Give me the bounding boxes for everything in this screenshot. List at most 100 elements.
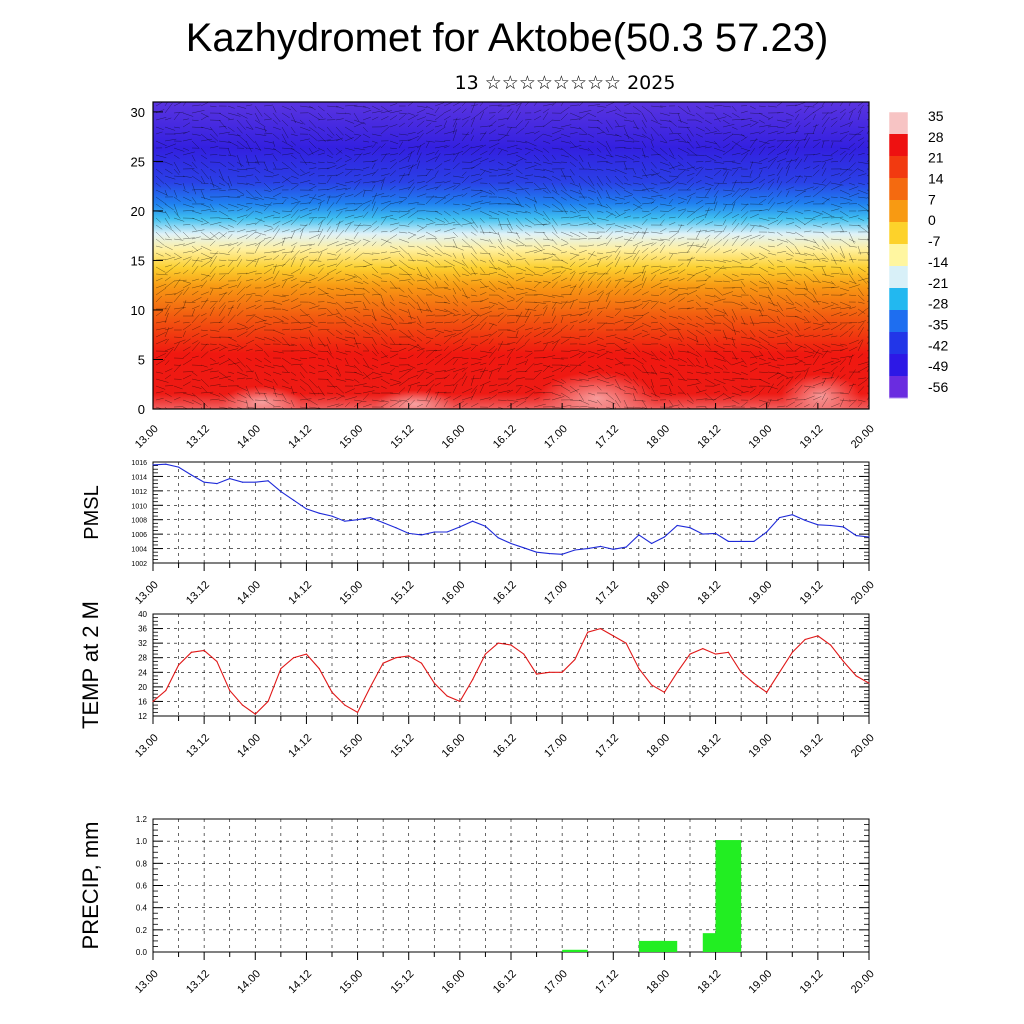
x-tick-label: 20.00 <box>849 579 877 607</box>
y-tick-label: 30 <box>131 105 145 120</box>
x-tick-label: 17.00 <box>542 732 570 760</box>
data-point <box>535 673 538 675</box>
data-point <box>625 546 627 548</box>
data-point <box>293 657 295 659</box>
colorbar-swatch <box>889 244 908 267</box>
colorbar-label: -49 <box>928 358 948 374</box>
x-tick-label: 16.12 <box>491 579 519 607</box>
page-subtitle: 13 ☆☆☆☆☆☆☆☆ 2025 <box>454 72 676 94</box>
x-tick-label: 13.00 <box>133 579 161 607</box>
data-point <box>280 668 282 670</box>
x-tick-label: 20.00 <box>849 423 877 451</box>
data-point <box>510 644 512 646</box>
data-point <box>663 691 666 693</box>
bar <box>638 940 665 952</box>
data-point <box>778 671 781 673</box>
data-point <box>267 700 269 703</box>
data-point <box>740 671 742 673</box>
y-tick-label: 10 <box>131 303 145 318</box>
data-point <box>305 653 308 655</box>
data-point <box>523 653 525 655</box>
data-point <box>241 704 244 706</box>
data-point <box>152 700 154 703</box>
colorbar-swatch <box>889 112 908 135</box>
data-point <box>382 522 384 524</box>
x-tick-label: 14.00 <box>235 579 263 607</box>
colorbar-swatch <box>889 376 908 399</box>
x-tick-label: 15.12 <box>389 423 417 451</box>
data-point <box>804 638 806 641</box>
y-tick-label: 40 <box>138 610 147 619</box>
colorbar-frame <box>888 111 909 399</box>
data-point <box>254 713 256 715</box>
x-tick-label: 17.12 <box>593 423 621 451</box>
x-tick-label: 19.00 <box>747 732 775 760</box>
x-tick-label: 19.12 <box>798 423 826 451</box>
data-point <box>855 534 857 537</box>
data-point <box>395 657 397 659</box>
data-point <box>791 651 793 653</box>
y-tick-label: 1006 <box>131 532 147 539</box>
x-tick-label: 14.00 <box>235 423 263 451</box>
warm-patch <box>537 372 657 409</box>
data-point <box>203 481 205 483</box>
y-tick-label: 1014 <box>131 474 147 481</box>
x-tick-label: 17.00 <box>542 968 570 996</box>
x-tick-label: 13.00 <box>133 423 161 451</box>
x-tick-label: 16.00 <box>440 423 468 451</box>
x-tick-label: 17.12 <box>593 968 621 996</box>
y-axis-title: PMSL <box>81 485 103 539</box>
x-tick-label: 16.00 <box>440 732 468 760</box>
colorbar-label: -21 <box>928 275 948 291</box>
x-tick-label: 18.00 <box>644 579 672 607</box>
y-tick-label: 1004 <box>131 547 147 554</box>
data-point <box>817 635 819 637</box>
x-tick-label: 13.12 <box>184 423 212 451</box>
x-tick-label: 14.12 <box>286 968 314 996</box>
data-point <box>702 648 704 650</box>
data-point <box>714 653 717 655</box>
x-tick-label: 15.00 <box>337 423 365 451</box>
data-point <box>689 527 691 529</box>
data-point <box>420 534 423 536</box>
data-point <box>625 642 627 644</box>
data-point <box>446 531 448 533</box>
y-tick-label: 1.0 <box>136 837 148 846</box>
colorbar-label: -7 <box>928 233 941 249</box>
data-point <box>152 464 154 466</box>
data-point <box>229 477 231 480</box>
data-point <box>868 536 870 538</box>
x-tick-label: 19.00 <box>747 423 775 451</box>
data-point <box>535 551 538 553</box>
colorbar-label: 35 <box>928 108 944 124</box>
y-tick-label: 0.6 <box>136 882 148 891</box>
x-tick-label: 14.12 <box>286 423 314 451</box>
bar <box>562 949 588 952</box>
data-point <box>651 542 653 545</box>
x-tick-label: 16.12 <box>491 968 519 996</box>
data-point <box>689 653 691 655</box>
y-tick-label: 20 <box>131 204 145 219</box>
y-tick-label: 1002 <box>131 561 147 568</box>
data-point <box>740 540 742 542</box>
data-point <box>318 668 320 670</box>
x-tick-label: 18.12 <box>695 968 723 996</box>
y-tick-label: 1008 <box>131 518 147 525</box>
data-point <box>587 547 589 550</box>
data-point <box>830 524 832 527</box>
data-point <box>216 660 218 662</box>
x-tick-label: 15.00 <box>337 579 365 607</box>
data-point <box>472 520 474 522</box>
panel-temp-at-2-m: 40 36 32 28 24 20 16 12 13.00 13.12 14.00 14.12 15.0… <box>78 601 877 760</box>
data-point <box>561 553 563 555</box>
data-point <box>344 520 346 522</box>
colorbar-swatch <box>889 178 908 201</box>
colorbar-swatch <box>889 222 908 245</box>
colorbar-label: 21 <box>928 150 944 166</box>
colorbar-label: -14 <box>928 254 948 270</box>
y-tick-label: 36 <box>138 625 147 634</box>
data-point <box>369 686 371 688</box>
y-tick-label: 0.8 <box>136 859 148 868</box>
